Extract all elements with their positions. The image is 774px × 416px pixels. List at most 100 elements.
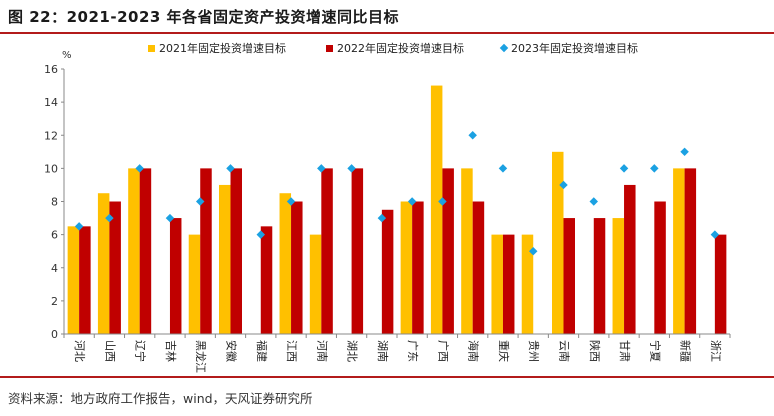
x-category-label: 湖北 <box>346 340 359 362</box>
x-category-label: 河北 <box>73 340 86 362</box>
x-category-label: 黑龙江 <box>194 340 207 373</box>
marker-2023 <box>407 197 417 206</box>
marker-2023 <box>650 164 659 173</box>
x-category-label: 新疆 <box>679 340 693 362</box>
bar-2021 <box>612 218 625 334</box>
x-category-label: 广东 <box>406 340 419 362</box>
y-tick-label: 2 <box>51 295 58 308</box>
bar-2022 <box>291 201 303 334</box>
bar-2021 <box>521 234 534 334</box>
x-category-label: 吉林 <box>164 340 178 362</box>
bar-2022 <box>260 226 273 334</box>
marker-2023 <box>226 164 235 173</box>
x-category-label: 陕西 <box>588 340 602 362</box>
marker-2023 <box>74 222 84 231</box>
bar-2022 <box>79 226 91 334</box>
y-tick-label: 16 <box>44 63 58 76</box>
bar-2022 <box>502 234 515 334</box>
y-tick-label: 8 <box>51 196 58 209</box>
y-tick-label: 6 <box>51 229 58 242</box>
bar-2021 <box>491 234 503 334</box>
source-bar: 资料来源：地方政府工作报告，wind，天风证券研究所 <box>0 376 774 416</box>
marker-2023 <box>135 164 144 173</box>
bar-2022 <box>442 168 454 334</box>
x-category-label: 宁夏 <box>648 340 662 362</box>
legend-swatch-1 <box>326 45 333 52</box>
figure-title-bar: 图 22：2021-2023 年各省固定资产投资增速同比目标 <box>0 0 774 34</box>
marker-2023 <box>256 230 266 239</box>
marker-2023 <box>286 197 296 206</box>
figure-title: 图 22：2021-2023 年各省固定资产投资增速同比目标 <box>8 8 400 26</box>
x-category-label: 安徽 <box>225 340 239 362</box>
legend-label-0: 2021年固定投资增速目标 <box>159 41 286 55</box>
x-category-label: 山西 <box>103 340 116 362</box>
marker-2023 <box>468 131 477 140</box>
y-axis-unit-label: % <box>62 50 72 61</box>
bar-2021 <box>309 234 322 334</box>
bar-2021 <box>552 151 564 334</box>
marker-2023 <box>347 164 356 173</box>
bar-2022 <box>593 218 606 334</box>
y-tick-label: 14 <box>44 96 58 109</box>
legend-label-2: 2023年固定投资增速目标 <box>511 41 638 55</box>
bar-2021 <box>430 85 443 334</box>
bar-2022 <box>563 218 575 334</box>
bar-2021 <box>673 168 685 334</box>
marker-2023 <box>438 197 447 206</box>
bar-2022 <box>684 168 697 334</box>
x-category-label: 湖南 <box>376 340 389 362</box>
bar-2021 <box>219 184 231 334</box>
bar-chart: 2021年固定投资增速目标 2022年固定投资增速目标 2023年固定投资增速目标 … <box>44 41 731 373</box>
bar-2022 <box>654 201 666 334</box>
bar-2022 <box>200 168 212 334</box>
bar-2022 <box>230 168 242 334</box>
bar-2021 <box>188 234 201 334</box>
bar-2022 <box>321 168 333 334</box>
y-axis: 0 2 4 6 8 10 12 14 16 <box>44 63 65 341</box>
marker-2023 <box>377 213 387 223</box>
marker-2023 <box>317 164 326 173</box>
marker-2023 <box>619 164 629 173</box>
bar-2022 <box>624 184 636 334</box>
x-category-label: 辽宁 <box>134 340 148 362</box>
x-category-label: 江西 <box>285 340 298 362</box>
bar-2022 <box>351 168 364 334</box>
x-axis: 河北 山西 辽宁 吉林 黑龙江 安徽 福建 江西 河南 湖北 湖南 广东 广西 海南 重庆 贵州 云南 陕西 甘肃宁… <box>63 333 731 373</box>
y-tick-label: 10 <box>44 162 58 175</box>
marker-2023 <box>165 213 175 223</box>
y-tick-label: 0 <box>51 328 58 341</box>
marker-2023 <box>105 213 114 223</box>
marker-2023 <box>498 164 508 173</box>
legend-label-1: 2022年固定投资增速目标 <box>337 41 464 55</box>
bar-2022 <box>169 218 182 334</box>
bar-2022 <box>472 201 485 334</box>
x-category-label: 重庆 <box>497 340 511 362</box>
bar-2021 <box>128 168 140 334</box>
bar-2021 <box>279 193 292 334</box>
marker-2023 <box>680 147 689 157</box>
legend-swatch-0 <box>148 45 155 52</box>
y-tick-label: 4 <box>51 262 58 275</box>
bar-2022 <box>714 234 727 334</box>
x-category-label: 海南 <box>467 340 481 362</box>
legend-swatch-2 <box>499 43 509 53</box>
source-note: 资料来源：地方政府工作报告，wind，天风证券研究所 <box>8 391 313 406</box>
marker-2023 <box>195 197 205 206</box>
bar-series <box>67 85 727 334</box>
x-category-label: 河南 <box>315 340 328 362</box>
bar-2022 <box>139 168 152 334</box>
marker-2023 <box>589 197 599 206</box>
x-category-label: 浙江 <box>709 340 722 362</box>
x-category-label: 云南 <box>558 340 571 362</box>
chart-legend: 2021年固定投资增速目标 2022年固定投资增速目标 2023年固定投资增速目标 <box>148 41 638 55</box>
x-category-label: 贵州 <box>527 340 540 362</box>
bar-2022 <box>381 209 394 334</box>
bar-2022 <box>412 201 424 334</box>
bar-2021 <box>461 168 473 334</box>
y-tick-label: 12 <box>44 129 58 142</box>
bar-2021 <box>67 226 80 334</box>
x-category-label: 广西 <box>436 340 449 362</box>
bar-2022 <box>109 201 121 334</box>
bar-2021 <box>400 201 413 334</box>
